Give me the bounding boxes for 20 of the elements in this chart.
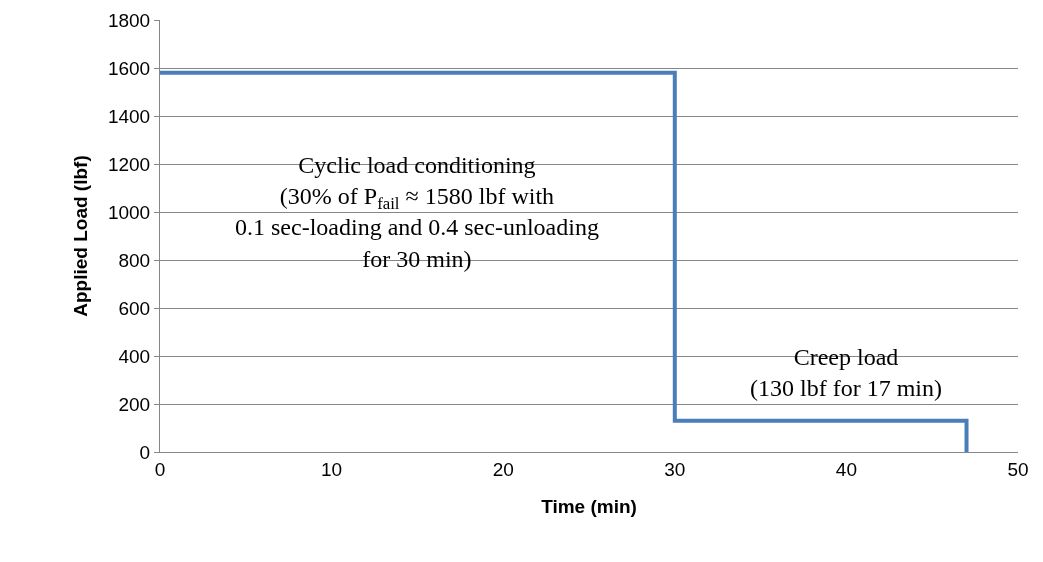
x-tick-label: 20 [492, 458, 514, 480]
y-axis-title: Applied Load (lbf) [69, 155, 91, 317]
x-tick-label: 30 [664, 458, 686, 480]
y-tick-label: 1800 [107, 9, 151, 31]
y-tick-label: 1600 [107, 57, 151, 79]
x-tick-label: 0 [154, 458, 166, 480]
y-tick-label: 600 [118, 297, 151, 319]
y-tick-label: 200 [118, 393, 151, 415]
x-tick-label: 50 [1007, 458, 1029, 480]
x-tick-label: 10 [321, 458, 343, 480]
y-tick-label: 1200 [107, 153, 151, 175]
y-tick-label: 1000 [107, 201, 151, 223]
annotation: Creep load (130 lbf for 17 min) [750, 344, 942, 402]
y-tick-label: 800 [118, 249, 151, 271]
x-axis-title: Time (min) [541, 495, 637, 517]
y-tick-label: 0 [139, 441, 151, 463]
y-tick-label: 400 [118, 345, 151, 367]
y-tick-label: 1400 [107, 105, 151, 127]
x-tick-label: 40 [835, 458, 857, 480]
annotation: Cyclic load conditioning (30% of P$_{fail}$ ≈ 1580 lbf with 0.1 sec-loading and 0.4 sec-unloading for 30 min) [235, 152, 599, 272]
